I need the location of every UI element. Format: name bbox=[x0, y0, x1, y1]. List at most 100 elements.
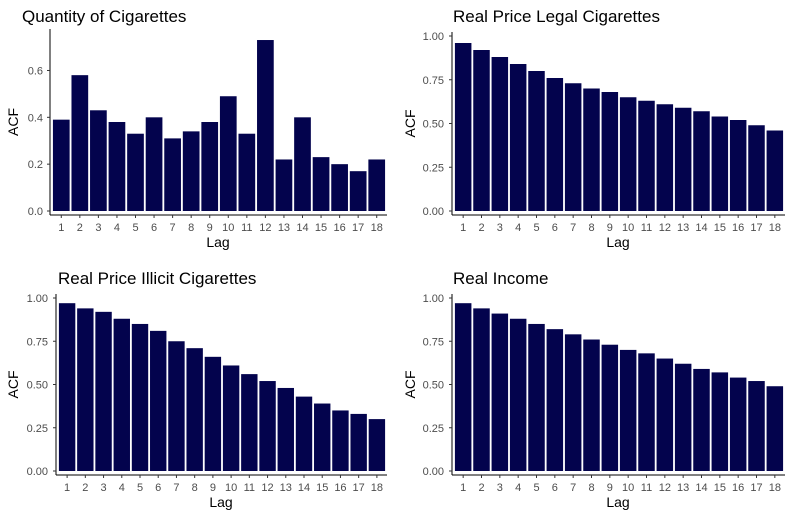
panel-3-x-tick-label: 11 bbox=[244, 482, 255, 494]
panel-4-title: Real Income bbox=[453, 269, 548, 288]
panel-1-y-tick-label: 0.6 bbox=[28, 65, 43, 77]
panel-2-y-tick-label: 1.00 bbox=[423, 31, 444, 43]
panel-4-bar bbox=[619, 349, 637, 471]
panel-3-x-tick-label: 1 bbox=[64, 482, 70, 494]
panel-1-bar bbox=[182, 131, 200, 211]
panel-3-x-tick-label: 14 bbox=[298, 482, 310, 494]
panel-3-y-axis-title: ACF bbox=[5, 371, 21, 399]
panel-4-x-tick-label: 11 bbox=[641, 482, 652, 494]
panel-4-bar bbox=[528, 323, 545, 471]
panel-4-bar bbox=[638, 353, 655, 471]
panel-1-bar bbox=[219, 96, 237, 211]
panel-2-bar bbox=[583, 88, 600, 211]
panel-4-bar bbox=[583, 339, 600, 471]
panel-2-bar bbox=[619, 97, 637, 211]
panel-3-x-tick-label: 2 bbox=[82, 482, 88, 494]
panel-3-bar bbox=[186, 348, 203, 471]
panel-4-bar bbox=[748, 381, 765, 471]
panel-4-x-tick-label: 5 bbox=[533, 482, 539, 494]
panel-1-bar bbox=[257, 40, 274, 211]
panel-4-bar bbox=[729, 377, 747, 471]
panel-3-bar bbox=[259, 381, 276, 471]
panel-3-bar bbox=[204, 356, 222, 471]
panel-2-x-tick-label: 3 bbox=[497, 222, 503, 234]
panel-4-bar bbox=[509, 318, 527, 471]
panel-4-x-tick-label: 8 bbox=[588, 482, 594, 494]
panel-3-bar bbox=[77, 308, 94, 471]
panel-4-bar bbox=[546, 329, 564, 471]
panel-1-bar bbox=[331, 164, 348, 211]
panel-3-x-tick-label: 15 bbox=[316, 482, 328, 494]
panel-1-bar bbox=[108, 122, 126, 211]
panel-2-x-tick-label: 11 bbox=[641, 222, 652, 234]
panel-4-x-tick-label: 16 bbox=[732, 482, 744, 494]
panel-2-bar bbox=[674, 107, 692, 211]
panel-1-x-tick-label: 3 bbox=[95, 222, 101, 234]
panel-4-x-tick-label: 7 bbox=[570, 482, 576, 494]
panel-1-x-tick-label: 11 bbox=[241, 222, 252, 234]
panel-2-bar bbox=[601, 92, 619, 211]
panel-2-x-tick-label: 7 bbox=[570, 222, 576, 234]
panel-3-bar bbox=[95, 311, 112, 471]
panel-4-bar bbox=[601, 344, 619, 471]
panel-2-bar bbox=[528, 71, 545, 211]
panel-3-bar bbox=[222, 365, 240, 471]
panel-1-bar bbox=[368, 159, 386, 211]
panel-1-bar bbox=[164, 138, 181, 211]
panel-2-bar bbox=[711, 116, 729, 211]
panel-2-x-tick-label: 14 bbox=[695, 222, 707, 234]
panel-3-bar bbox=[368, 419, 386, 471]
panel-3-y-tick-label: 0.25 bbox=[27, 423, 48, 435]
panel-4-bar bbox=[674, 363, 692, 471]
panel-2-x-tick-label: 5 bbox=[533, 222, 539, 234]
panel-4-bar bbox=[454, 303, 472, 471]
panel-1-x-tick-label: 7 bbox=[170, 222, 176, 234]
panel-4-x-tick-label: 2 bbox=[478, 482, 484, 494]
panel-2-y-tick-label: 0.25 bbox=[423, 162, 444, 174]
panel-2-bar bbox=[509, 64, 527, 211]
panel-4-bar bbox=[564, 334, 582, 471]
panel-2-x-tick-label: 13 bbox=[677, 222, 689, 234]
panel-1-x-tick-label: 2 bbox=[77, 222, 83, 234]
panel-2-bar bbox=[564, 83, 582, 211]
panel-1-x-tick-label: 18 bbox=[371, 222, 383, 234]
panel-1-y-tick-label: 0.0 bbox=[28, 206, 43, 218]
panel-4-bar bbox=[711, 372, 729, 471]
panel-3-x-tick-label: 17 bbox=[353, 482, 365, 494]
panel-3-x-tick-label: 9 bbox=[210, 482, 216, 494]
panel-4-y-axis-title: ACF bbox=[402, 371, 418, 399]
panel-3-x-tick-label: 13 bbox=[280, 482, 292, 494]
panel-1-x-tick-label: 9 bbox=[207, 222, 213, 234]
panel-3-bar bbox=[314, 403, 331, 471]
panel-3-x-tick-label: 18 bbox=[371, 482, 383, 494]
panel-1-bar bbox=[201, 122, 219, 211]
panel-2-bar bbox=[473, 50, 490, 211]
panel-2-title: Real Price Legal Cigarettes bbox=[453, 7, 660, 26]
panel-2-x-tick-label: 6 bbox=[552, 222, 558, 234]
panel-3-x-tick-label: 7 bbox=[173, 482, 179, 494]
panel-4-bar bbox=[656, 358, 674, 471]
panel-4-x-tick-label: 12 bbox=[659, 482, 671, 494]
panel-4-x-tick-label: 1 bbox=[460, 482, 466, 494]
panel-2-x-tick-label: 12 bbox=[659, 222, 671, 234]
panel-3-bar bbox=[58, 303, 76, 471]
panel-2-bar bbox=[454, 43, 472, 211]
panel-4-bar bbox=[693, 368, 710, 471]
panel-4-x-tick-label: 6 bbox=[552, 482, 558, 494]
panel-2-bar bbox=[638, 100, 655, 211]
panel-4-bar bbox=[473, 308, 490, 471]
panel-4-x-tick-label: 18 bbox=[769, 482, 781, 494]
panel-3-y-tick-label: 0.50 bbox=[27, 380, 48, 392]
panel-1-x-tick-label: 14 bbox=[296, 222, 308, 234]
panel-3-x-axis-title: Lag bbox=[209, 494, 232, 510]
panel-2-bar bbox=[693, 111, 710, 211]
panel-1-bar bbox=[312, 157, 330, 211]
panel-1-bar bbox=[294, 117, 311, 211]
panel-3-bar bbox=[131, 323, 149, 471]
panel-1-x-tick-label: 10 bbox=[222, 222, 234, 234]
panel-1-x-tick-label: 12 bbox=[259, 222, 271, 234]
panel-4-x-axis-title: Lag bbox=[606, 494, 629, 510]
panel-3-bar bbox=[295, 396, 313, 471]
panel-1-bar bbox=[275, 159, 293, 211]
